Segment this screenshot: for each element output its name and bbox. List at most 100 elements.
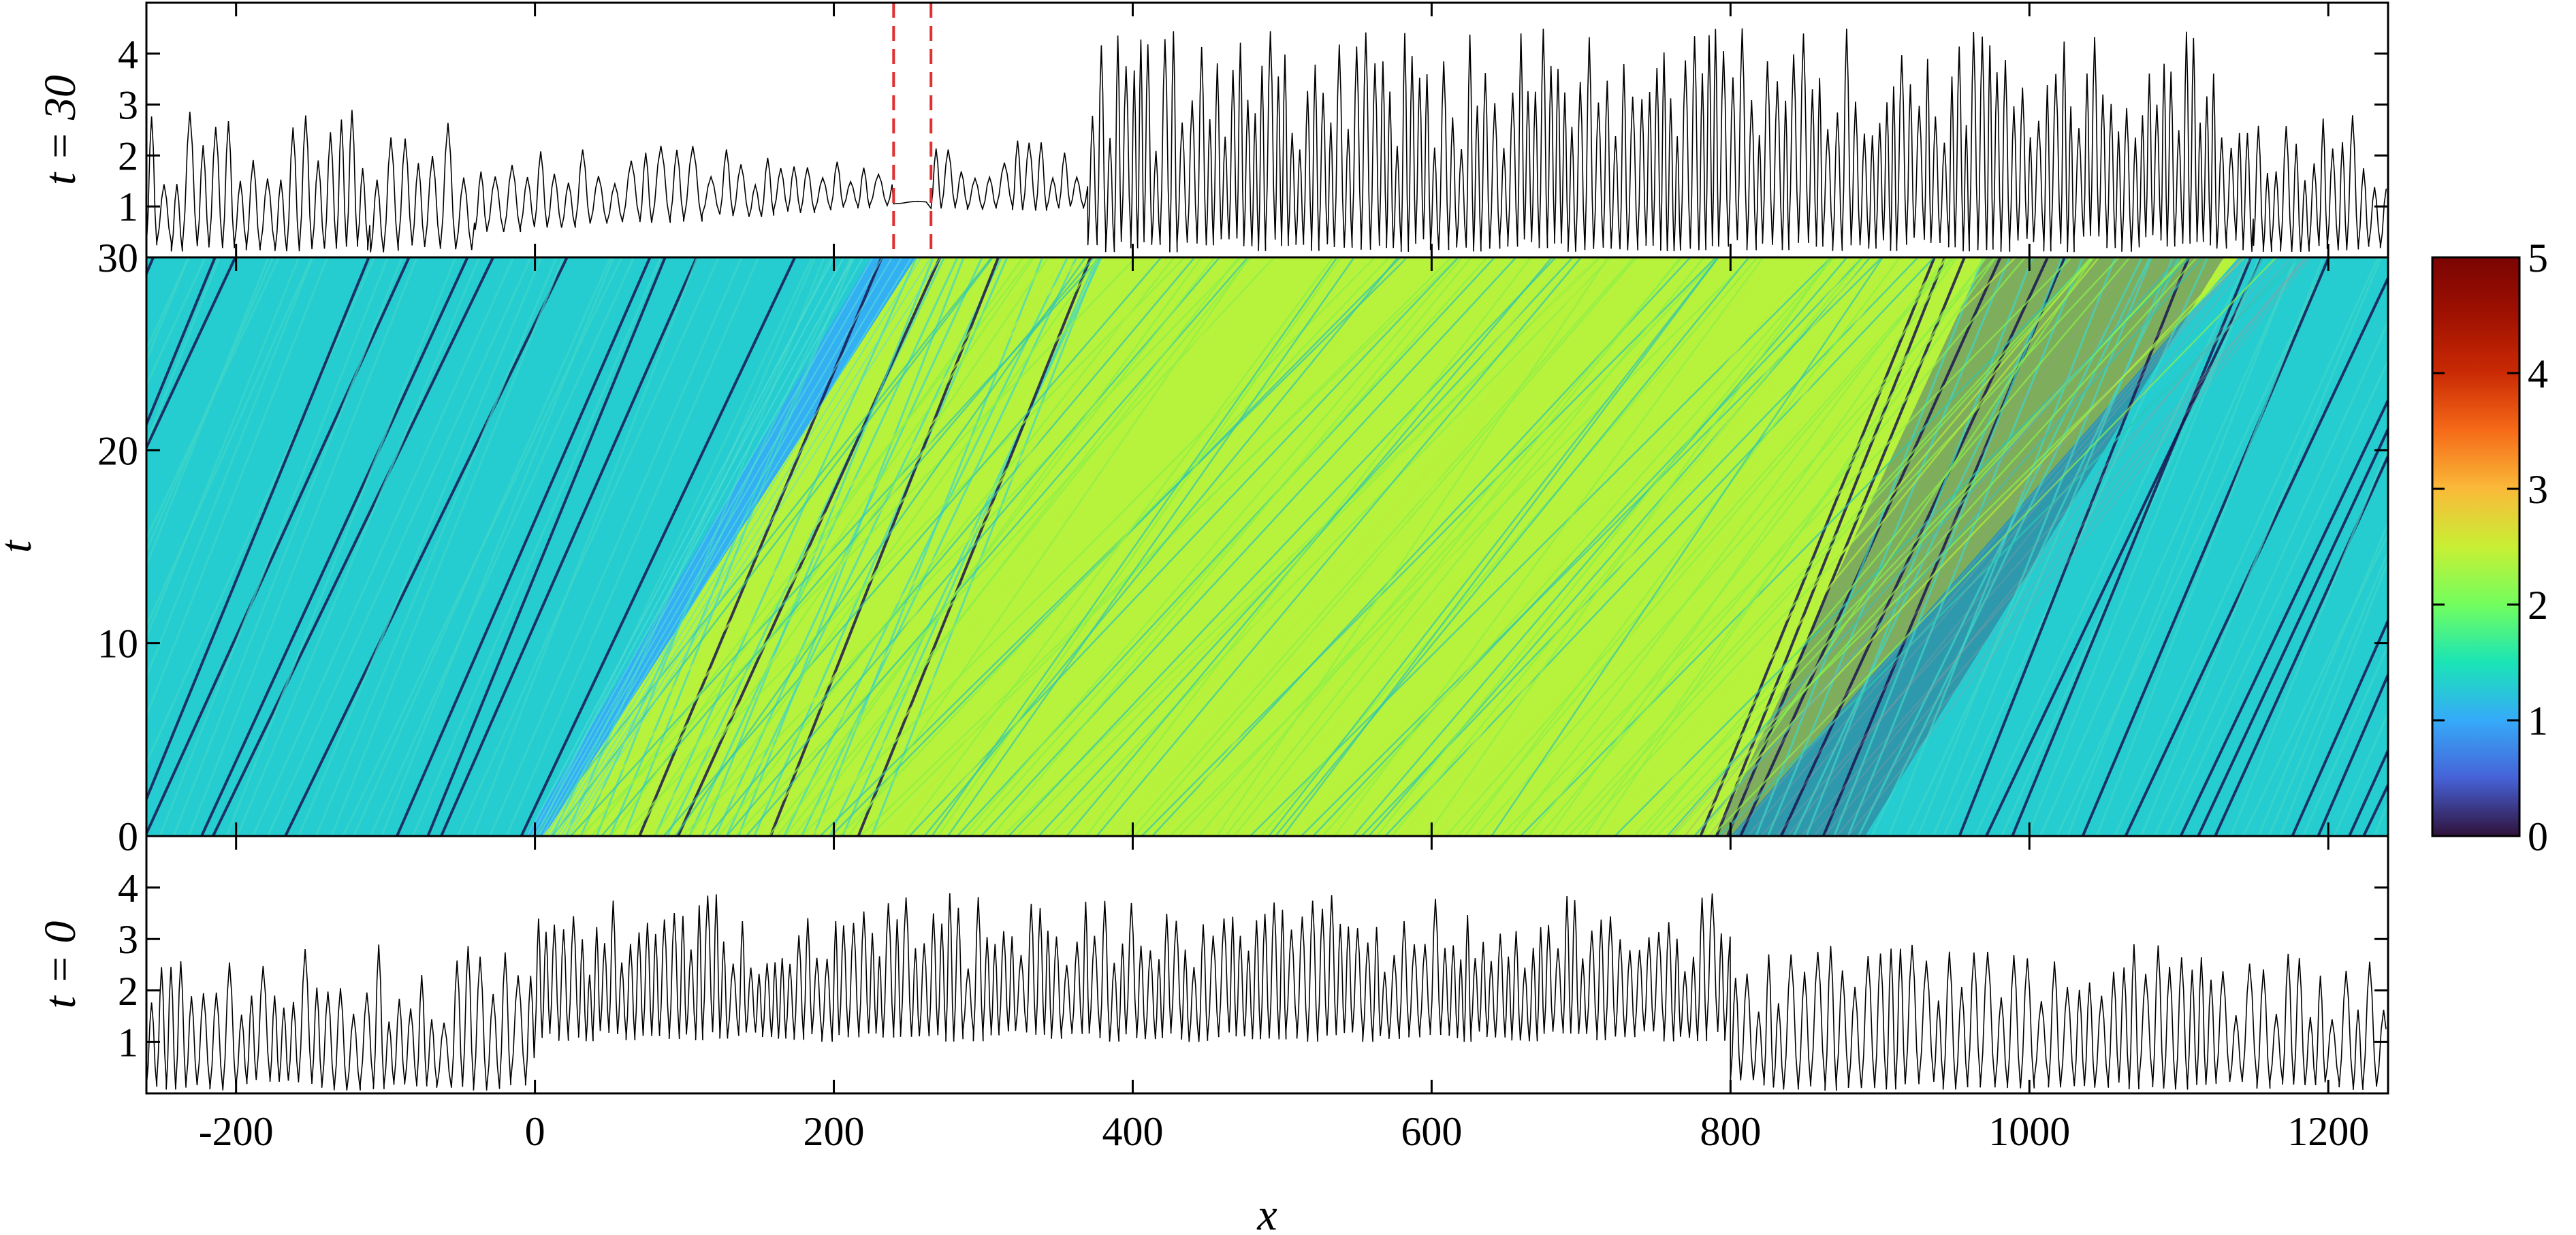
heatmap-stripe	[560, 257, 922, 836]
heatmap-stripe	[2268, 549, 2388, 836]
bottom-y-tick-label: 3	[118, 917, 138, 962]
heatmap-stripe	[870, 257, 1100, 836]
heatmap-stripe	[1787, 257, 2253, 836]
heatmap-stripe	[1391, 257, 1864, 836]
heatmap-stripe	[146, 257, 217, 428]
heatmap-stripe	[1847, 257, 2084, 836]
heatmap-stripe	[1767, 257, 2011, 836]
heatmap-stripe	[991, 257, 1472, 836]
heatmap-y-tick-label: 20	[97, 428, 138, 473]
heatmap-y-tick-label: 30	[97, 236, 138, 280]
heatmap-stripe	[1932, 257, 2174, 836]
heatmap-stripe	[1701, 257, 2094, 836]
bottom-x-tick-label: 0	[525, 1109, 545, 1154]
heatmap-stripe	[440, 257, 698, 836]
heatmap-stripe	[146, 257, 314, 680]
heatmap-stripe	[726, 257, 1220, 836]
heatmap-stripe	[489, 257, 743, 836]
heatmap-stripe	[1836, 257, 2308, 836]
heatmap-stripe	[225, 257, 457, 836]
heatmap-stripe	[1376, 257, 1834, 836]
heatmap-stripe	[2279, 558, 2388, 836]
heatmap-stripe	[1775, 257, 2292, 836]
heatmap-stripe	[426, 257, 667, 836]
colorbar-tick-label: 4	[2528, 351, 2548, 396]
heatmap-stripe	[784, 257, 1252, 836]
heatmap-stripe	[931, 257, 1338, 836]
heatmap-stripe	[1361, 257, 1919, 836]
heatmap-stripe	[682, 257, 1242, 836]
heatmap-panel: 0 10 20 30 t	[0, 236, 2389, 859]
heatmap-stripe	[2026, 257, 2261, 836]
heatmap-stripe	[1694, 257, 2201, 836]
heatmap-stripe	[707, 257, 1196, 836]
heatmap-stripe	[2039, 257, 2299, 836]
top-y-tick-label: 3	[118, 83, 138, 128]
heatmap-stripe	[601, 257, 1095, 836]
heatmap-stripe	[1161, 257, 1611, 836]
heatmap-stripe	[783, 257, 1069, 836]
heatmap-stripe	[146, 257, 270, 568]
heatmap-stripe	[688, 257, 959, 836]
heatmap-stripe	[1917, 257, 2152, 836]
heatmap-stripe	[236, 257, 481, 836]
heatmap-stripe	[2066, 257, 2297, 836]
heatmap-stripe	[553, 257, 903, 836]
heatmap-stripe	[1648, 257, 2185, 836]
heatmap-stripe	[848, 257, 1250, 836]
heatmap-stripe	[674, 257, 1087, 836]
heatmap-stripe	[187, 257, 418, 836]
heatmap-stripe	[1805, 257, 2034, 836]
profile-line-t0	[146, 893, 2387, 1091]
heatmap-stripe	[1233, 257, 1705, 836]
colorbar: 0 1 2 3 4 5	[2431, 236, 2548, 859]
heatmap-stripe	[663, 257, 1162, 836]
heatmap-stripe	[2197, 426, 2388, 836]
heatmap-stripe	[1670, 257, 2178, 836]
heatmap-stripe	[146, 257, 329, 719]
heatmap-stripes	[146, 257, 2388, 836]
heatmap-stripe	[2081, 257, 2330, 836]
heatmap-stripe	[505, 257, 760, 836]
heatmap-stripe	[756, 257, 1171, 836]
heatmap-stripe	[1022, 257, 1584, 836]
bottom-y-tick-label: 2	[118, 969, 138, 1014]
heatmap-y-tick-label: 10	[97, 622, 138, 667]
heatmap-stripe	[1711, 257, 2277, 836]
heatmap-stripe	[609, 257, 855, 836]
heatmap-stripe	[908, 257, 1459, 836]
heatmap-stripe	[1755, 257, 1984, 836]
heatmap-stripe	[146, 257, 274, 554]
heatmap-stripe	[981, 257, 1517, 836]
profile-line-t30	[146, 28, 2387, 253]
heatmap-stripe	[2302, 643, 2388, 836]
heatmap-stripe	[2229, 444, 2388, 836]
heatmap-stripe	[1560, 257, 2093, 836]
bottom-x-tick-label: 600	[1401, 1109, 1462, 1154]
x-axis-label: x	[1256, 1190, 1277, 1235]
heatmap-stripe	[315, 257, 558, 836]
heatmap-stripe	[2333, 711, 2388, 836]
top-profile-panel: 1 2 3 4 t = 30	[35, 1, 2389, 259]
heatmap-stripe	[538, 257, 864, 836]
heatmap-stripe	[2011, 257, 2253, 836]
heatmap-stripe	[1760, 257, 2245, 836]
heatmap-stripe	[1958, 257, 2191, 836]
heatmap-stripe	[1508, 257, 1947, 836]
heatmap-stripe	[1747, 257, 2244, 836]
heatmap-stripe	[590, 257, 1032, 836]
heatmap-stripe	[1484, 257, 1905, 836]
heatmap-stripe	[1008, 257, 1557, 836]
heatmap-y-tick-label: 0	[118, 814, 138, 859]
heatmap-stripe	[330, 257, 565, 836]
heatmap-stripe	[1457, 257, 1955, 836]
heatmap-stripe	[298, 257, 543, 836]
heatmap-stripe	[1464, 257, 1901, 836]
heatmap-stripe	[146, 257, 370, 803]
bottom-y-tick-label: 4	[118, 866, 138, 911]
heatmap-stripe	[1847, 257, 2311, 836]
heatmap-stripe	[1352, 257, 1848, 836]
heatmap-stripe	[937, 257, 1341, 836]
colorbar-tick-label: 3	[2528, 467, 2548, 512]
